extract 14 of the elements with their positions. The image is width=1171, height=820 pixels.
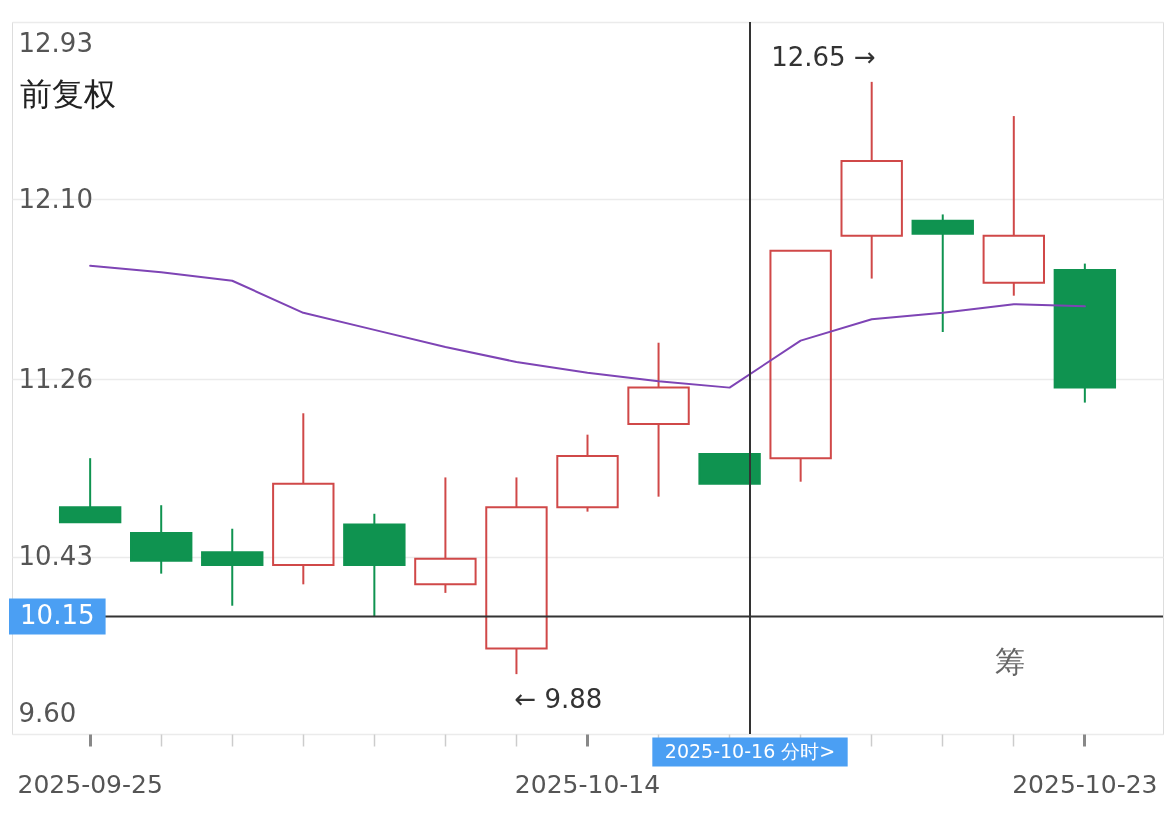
annotation: 筹: [995, 644, 1025, 679]
y-tick-label: 11.26: [18, 363, 93, 394]
y-tick-label: 10.43: [18, 541, 93, 572]
ref-line-label: 10.15: [20, 600, 95, 631]
text: 2025-10-16 分时>: [664, 740, 836, 762]
x-tick-label: 2025-10-14: [514, 769, 661, 799]
annotation: 前复权: [20, 75, 116, 113]
x-tick-label: 2025-10-23: [1012, 769, 1158, 799]
y-tick-label: 9.60: [18, 697, 77, 728]
x-tick-label: 2025-09-25: [17, 769, 163, 799]
y-tick-label: 12.93: [18, 27, 93, 58]
annotation: ← 9.88: [514, 684, 603, 715]
annotation: 12.65 →: [771, 41, 876, 72]
y-tick-label: 12.10: [18, 183, 93, 214]
